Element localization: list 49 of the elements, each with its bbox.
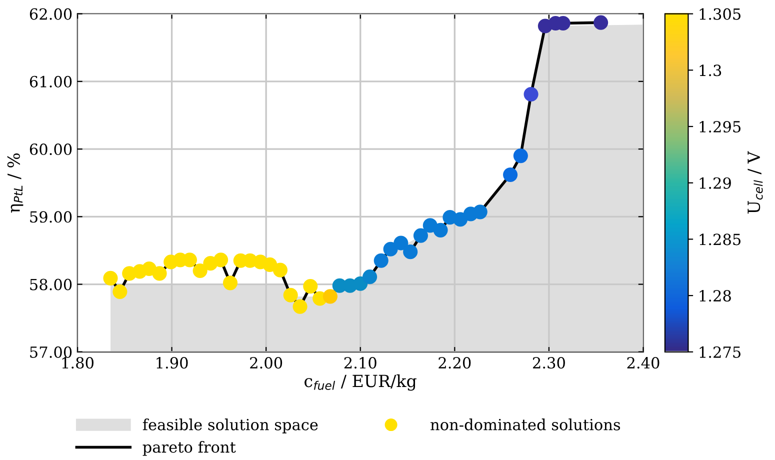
y-tick-label: 57.00 xyxy=(30,346,72,358)
y-tick-label: 61.00 xyxy=(30,76,72,88)
y-tick-label: 60.00 xyxy=(30,144,72,156)
point xyxy=(503,167,518,182)
point xyxy=(524,86,538,102)
point xyxy=(383,242,398,256)
point xyxy=(103,270,118,286)
x-tick-label: 1.90 xyxy=(156,357,188,369)
legend-label: feasible solution space xyxy=(142,418,318,434)
color-bar-label: 1.305 xyxy=(700,8,740,20)
point xyxy=(272,262,288,278)
point xyxy=(374,253,388,268)
color-bar-title: U$_{cell}$ / V xyxy=(748,151,763,214)
x-tick-label: 2.40 xyxy=(627,357,660,369)
point xyxy=(362,270,378,284)
legend-label: pareto front xyxy=(142,440,236,456)
point xyxy=(192,263,208,278)
x-tick-label: 2.20 xyxy=(438,357,471,369)
color-bar-label: 1.275 xyxy=(700,346,740,358)
x-tick-label: 2.00 xyxy=(250,357,282,369)
color-bar-label: 1.285 xyxy=(700,234,740,246)
point xyxy=(403,244,418,260)
color-bar-label: 1.3 xyxy=(700,64,722,76)
point xyxy=(152,266,167,281)
point xyxy=(322,289,338,304)
y-tick-label: 62.00 xyxy=(30,8,72,20)
point xyxy=(214,252,228,268)
y-tick-label: 58.00 xyxy=(30,278,72,290)
point xyxy=(472,204,488,220)
point xyxy=(394,236,408,250)
point xyxy=(283,288,298,302)
x-axis-title: c$_{fuel}$ / EUR/kg xyxy=(304,374,416,391)
color-bar-label: 1.29 xyxy=(700,177,731,189)
point xyxy=(594,15,608,30)
point xyxy=(413,228,428,243)
y-axis-title: η$_{PtL}$ / % xyxy=(7,153,24,213)
x-tick-label: 1.80 xyxy=(62,357,94,369)
point xyxy=(513,148,528,164)
point xyxy=(433,222,448,238)
y-tick-label: 59.00 xyxy=(30,211,72,223)
point xyxy=(112,284,128,299)
x-tick-label: 2.10 xyxy=(344,357,376,369)
legend-label: non-dominated solutions xyxy=(430,418,620,430)
point xyxy=(292,299,308,314)
point xyxy=(222,276,238,290)
point xyxy=(303,279,318,294)
color-bar-label: 1.28 xyxy=(700,290,731,302)
color-bar-label: 1.295 xyxy=(700,120,740,133)
x-tick-label: 2.30 xyxy=(532,357,565,369)
